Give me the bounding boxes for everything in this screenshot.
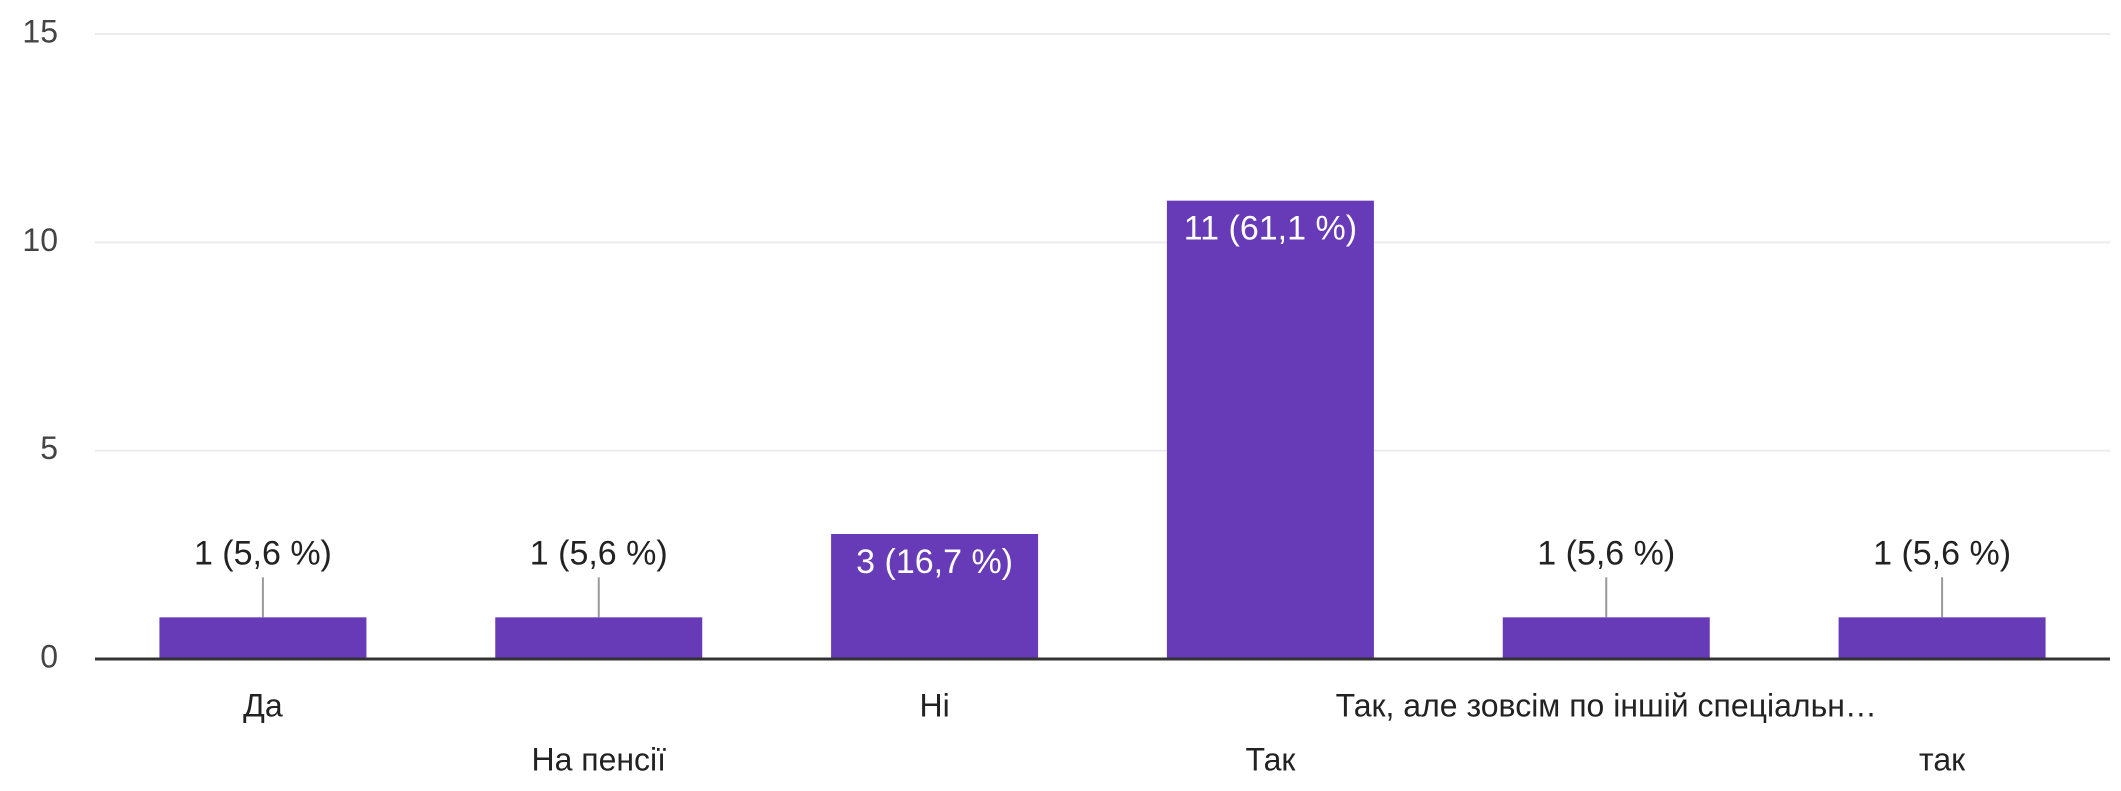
data-label: 1 (5,6 %) (194, 534, 332, 572)
bar (1166, 200, 1374, 659)
data-label: 3 (16,7 %) (856, 543, 1013, 581)
bar (1502, 617, 1710, 659)
x-tick-label: так (1919, 741, 1966, 777)
bar (831, 534, 1039, 659)
y-tick-label: 15 (22, 13, 58, 49)
bar (495, 617, 703, 659)
x-tick-label: Ні (919, 687, 949, 723)
bar (159, 617, 367, 659)
data-label: 1 (5,6 %) (1873, 534, 2011, 572)
y-tick-label: 10 (22, 222, 58, 258)
x-tick-label: Так, але зовсім по іншій спеціальн… (1336, 687, 1877, 723)
y-tick-label: 0 (40, 638, 58, 674)
y-tick-label: 5 (40, 430, 58, 466)
data-label: 1 (5,6 %) (1537, 534, 1675, 572)
x-tick-label: На пенсії (531, 741, 666, 777)
x-tick-label: Да (243, 687, 283, 723)
data-label: 11 (61,1 %) (1184, 210, 1357, 248)
bar (1838, 617, 2046, 659)
data-label: 1 (5,6 %) (530, 534, 668, 572)
x-tick-label: Так (1245, 741, 1296, 777)
